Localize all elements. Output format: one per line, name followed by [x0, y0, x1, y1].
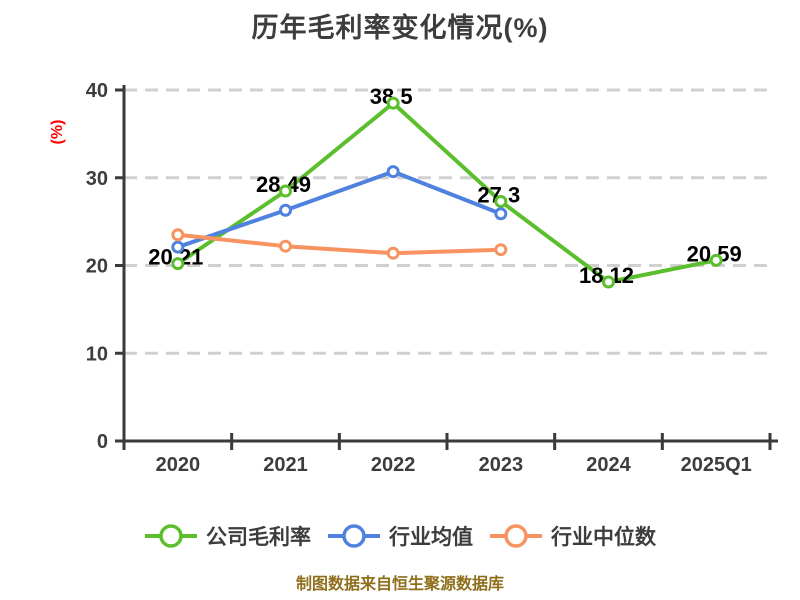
y-tick-label: 0 [97, 431, 108, 453]
series-line-1 [175, 169, 503, 250]
legend-item-industry-average[interactable]: 行业均值 [327, 521, 473, 551]
data-point-marker-s1 [171, 240, 185, 254]
data-point-marker-s0 [494, 194, 508, 208]
x-tick-label: 2023 [479, 454, 524, 476]
x-tick-label: 2024 [586, 454, 631, 476]
data-point-marker-s1 [494, 207, 508, 221]
series-line-0 [175, 101, 719, 284]
legend-label: 公司毛利率 [206, 526, 311, 549]
chart-legend: 公司毛利率 行业均值 行业中位数 [0, 521, 800, 551]
legend-label: 行业均值 [389, 526, 473, 549]
y-tick-label: 20 [86, 256, 108, 278]
data-point-marker-s0 [602, 275, 615, 289]
x-tick-label: 2021 [263, 454, 308, 476]
y-tick-label: 10 [86, 343, 108, 365]
data-point-marker-s0 [386, 96, 400, 110]
y-tick-label: 30 [86, 168, 108, 190]
chart-title: 历年毛利率变化情况(%) [251, 13, 549, 43]
x-tick-label: 2025Q1 [681, 454, 752, 476]
legend-marker-line-circle-icon [328, 524, 380, 548]
legend-item-company-gross-margin[interactable]: 公司毛利率 [144, 521, 311, 551]
y-axis-unit-label: (%) [49, 120, 66, 145]
data-point-marker-s0 [279, 184, 292, 198]
data-point-marker-s0 [709, 253, 723, 267]
data-point-marker-s0 [171, 257, 185, 271]
data-point-marker-s2 [171, 228, 185, 242]
x-tick-label: 2022 [371, 454, 416, 476]
y-tick-label: 40 [86, 80, 108, 102]
legend-marker-line-circle-icon [145, 524, 197, 548]
data-point-marker-s2 [279, 239, 292, 253]
data-point-marker-s1 [386, 165, 400, 179]
legend-label: 行业中位数 [551, 526, 656, 549]
legend-item-industry-median[interactable]: 行业中位数 [489, 521, 656, 551]
data-point-marker-s2 [494, 243, 508, 257]
x-tick-label: 2020 [156, 454, 201, 476]
data-source-note: 制图数据来自恒生聚源数据库 [295, 576, 504, 593]
data-point-marker-s1 [279, 203, 292, 217]
data-point-marker-s2 [386, 246, 400, 260]
legend-marker-line-circle-icon [490, 524, 542, 548]
series-line-2 [175, 232, 503, 256]
